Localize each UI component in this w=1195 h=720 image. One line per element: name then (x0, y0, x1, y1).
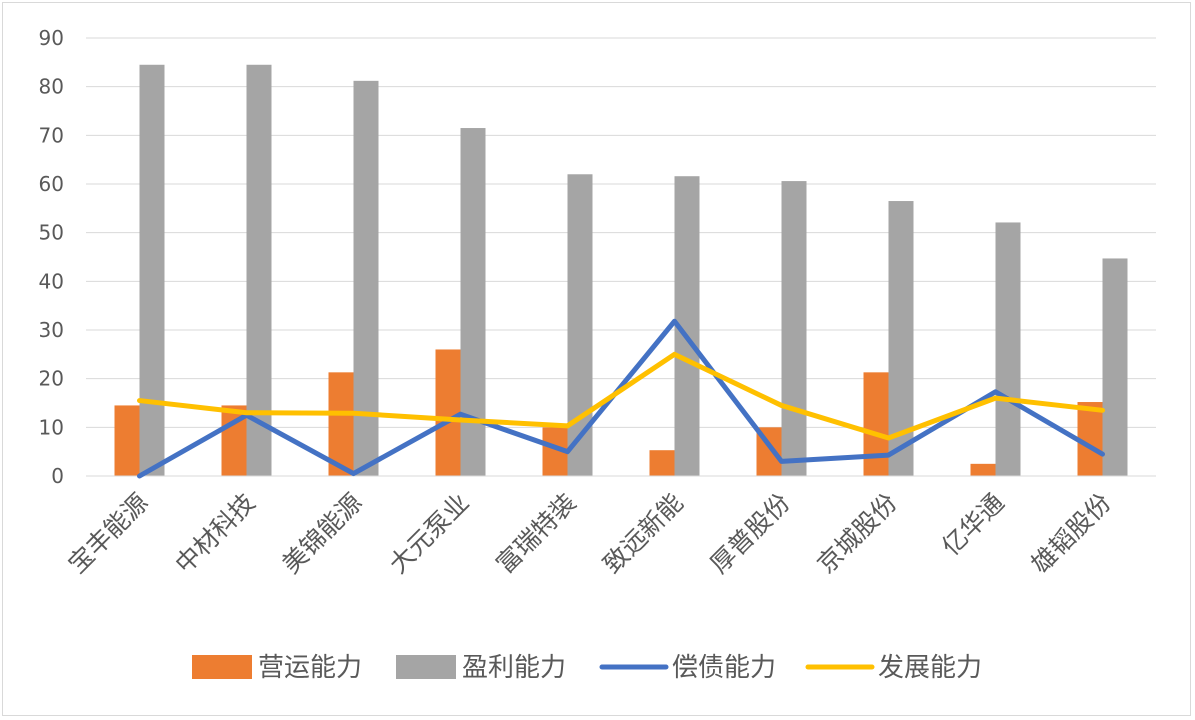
y-tick-label: 90 (39, 26, 64, 50)
x-category-label: 中材科技 (170, 488, 261, 579)
x-category-label: 大元泵业 (384, 488, 475, 579)
bar-营运能力 (863, 372, 889, 476)
x-category-label: 厚普股份 (705, 488, 796, 579)
y-tick-label: 10 (39, 415, 64, 439)
legend-swatch (396, 655, 456, 679)
y-tick-label: 0 (51, 464, 64, 488)
legend-label: 发展能力 (878, 653, 982, 683)
bar-盈利能力 (567, 174, 593, 476)
legend-label: 偿债能力 (672, 653, 776, 683)
x-category-label: 亿华通 (936, 488, 1010, 562)
y-tick-label: 30 (39, 318, 64, 342)
line-series (137, 318, 1105, 479)
y-axis-ticks: 0 10 20 30 40 50 60 70 80 90 (39, 26, 64, 488)
bar-盈利能力 (139, 64, 165, 477)
bar-营运能力 (114, 405, 140, 476)
x-category-label: 雄韬股份 (1026, 488, 1117, 579)
bar-盈利能力 (1102, 258, 1128, 476)
bar-营运能力 (649, 450, 675, 476)
y-tick-label: 40 (39, 269, 64, 293)
x-category-label: 美锦能源 (277, 488, 368, 579)
bar-营运能力 (328, 372, 354, 476)
legend-label: 营运能力 (258, 653, 362, 683)
bar-营运能力 (435, 349, 461, 476)
x-axis-categories: 宝丰能源 中材科技 美锦能源 大元泵业 富瑞特装 致远新能 厚普股份 京城股份 亿华通 雄韬股份 (63, 488, 1117, 579)
legend-swatch (192, 655, 252, 679)
x-category-label: 富瑞特装 (491, 488, 582, 579)
x-category-label: 致远新能 (598, 488, 689, 579)
bar-营运能力 (1077, 402, 1103, 476)
bar-营运能力 (970, 463, 996, 476)
y-tick-label: 80 (39, 75, 64, 99)
bar-盈利能力 (781, 181, 807, 476)
x-category-label: 京城股份 (812, 488, 903, 579)
legend: 营运能力 盈利能力 偿债能力 发展能力 (192, 653, 982, 683)
bar-盈利能力 (353, 80, 379, 477)
y-tick-label: 70 (39, 123, 64, 147)
bar-盈利能力 (246, 64, 272, 477)
line-偿债能力 (137, 318, 1105, 479)
line-发展能力 (137, 351, 1105, 441)
bar-盈利能力 (995, 222, 1021, 476)
x-category-label: 宝丰能源 (63, 488, 154, 579)
y-tick-label: 60 (39, 172, 64, 196)
y-tick-label: 50 (39, 221, 64, 245)
y-tick-label: 20 (39, 367, 64, 391)
bar-series (114, 64, 1128, 477)
legend-label: 盈利能力 (462, 653, 566, 683)
